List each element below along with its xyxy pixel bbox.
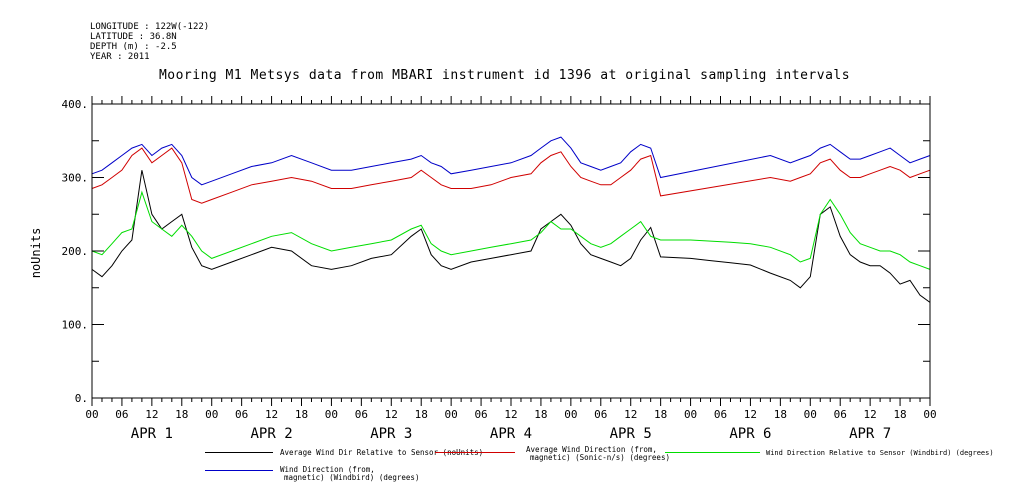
x-tick-label: 18 [175, 408, 188, 421]
plot-frame [91, 103, 931, 399]
legend-label-red-line1: Average Wind Direction (from, [526, 445, 657, 454]
x-tick-label: 06 [834, 408, 847, 421]
x-tick-label: 06 [474, 408, 487, 421]
x-tick-label: 18 [534, 408, 547, 421]
x-tick-label: 12 [744, 408, 757, 421]
x-day-label: APR 6 [729, 426, 771, 442]
y-tick-label: 400. [62, 98, 89, 111]
legend-label-black: Average Wind Dir Relative to Sensor (noU… [280, 449, 483, 457]
x-day-label: APR 3 [370, 426, 412, 442]
legend-label-black-line1: Average Wind Dir Relative to Sensor (noU… [280, 448, 484, 457]
legend-label-green: Wind Direction Relative to Sensor (Windb… [766, 449, 994, 457]
x-tick-label: 00 [325, 408, 338, 421]
series-line-3 [91, 155, 931, 271]
legend-swatch-green [665, 452, 760, 453]
y-tick-label: 300. [62, 172, 89, 185]
x-tick-label: 00 [205, 408, 218, 421]
x-tick-label: 12 [385, 408, 398, 421]
x-tick-label: 12 [864, 408, 877, 421]
legend-label-blue: Wind Direction (from, magnetic) (Windbir… [280, 466, 419, 482]
y-tick-label: 100. [62, 319, 89, 332]
legend-label-green-line1: Wind Direction Relative to Sensor (Windb… [766, 449, 994, 457]
x-tick-label: 12 [265, 408, 278, 421]
y-tick-label: 200. [62, 245, 89, 258]
series-line-2 [91, 147, 931, 204]
x-day-label: APR 2 [250, 426, 292, 442]
legend-label-blue-line1: Wind Direction (from, [280, 465, 375, 474]
x-tick-label: 06 [594, 408, 607, 421]
legend-swatch-black [205, 452, 273, 453]
series-line-4 [91, 136, 931, 186]
y-tick-label: 0. [75, 392, 88, 405]
x-tick-label: 06 [115, 408, 128, 421]
series-layer [91, 136, 931, 304]
x-tick-label: 00 [445, 408, 458, 421]
x-tick-label: 12 [504, 408, 517, 421]
x-tick-label: 12 [624, 408, 637, 421]
metadata-header: LONGITUDE : 122W(-122) LATITUDE : 36.8N … [90, 22, 209, 62]
x-day-label: APR 7 [849, 426, 891, 442]
legend-label-red: Average Wind Direction (from, magnetic) … [526, 446, 670, 462]
series-line-1 [91, 170, 931, 304]
axes-layer: 0. 100. 200. 300. 400. 00 06 12 18 00 06 12 18 00 06 12… [62, 96, 937, 442]
x-tick-label: 00 [684, 408, 697, 421]
x-tick-label: 06 [714, 408, 727, 421]
x-tick-label: 06 [355, 408, 368, 421]
x-tick-label: 12 [145, 408, 158, 421]
chart-title: Mooring M1 Metsys data from MBARI instru… [158, 68, 851, 83]
year-text: YEAR : 2011 [90, 52, 150, 62]
x-tick-label: 18 [893, 408, 906, 421]
x-tick-label: 18 [654, 408, 667, 421]
x-tick-label: 00 [85, 408, 98, 421]
x-tick-label: 00 [923, 408, 936, 421]
x-tick-label: 18 [774, 408, 787, 421]
x-tick-label: 06 [235, 408, 248, 421]
legend-label-red-line2: magnetic) (Sonic-n/s) (degrees) [530, 453, 670, 462]
x-day-label: APR 5 [610, 426, 652, 442]
legend-label-blue-line2: magnetic) (Windbird) (degrees) [284, 473, 420, 482]
legend-swatch-red [435, 452, 515, 453]
y-axis-label: noUnits [29, 228, 43, 279]
latitude-text: LATITUDE : 36.8N [90, 32, 177, 42]
x-day-label: APR 1 [131, 426, 173, 442]
x-tick-label: 18 [295, 408, 308, 421]
depth-text: DEPTH (m) : -2.5 [90, 42, 177, 52]
x-tick-label: 18 [415, 408, 428, 421]
longitude-text: LONGITUDE : 122W(-122) [90, 22, 210, 32]
x-tick-label: 00 [804, 408, 817, 421]
x-tick-label: 00 [564, 408, 577, 421]
legend-swatch-blue [205, 470, 273, 471]
x-day-label: APR 4 [490, 426, 532, 442]
